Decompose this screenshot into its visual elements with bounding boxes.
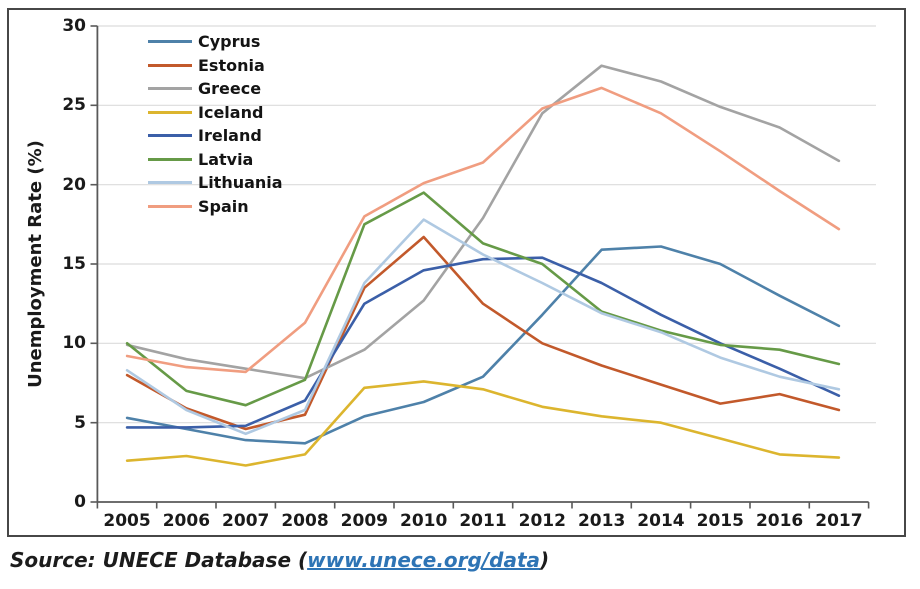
legend-label-lithuania: Lithuania: [198, 173, 283, 193]
source-text-prefix: Source: UNECE Database (: [10, 548, 308, 572]
legend-label-spain: Spain: [198, 196, 249, 216]
legend-item-estonia: Estonia: [148, 54, 283, 78]
legend-swatch-greece: [148, 87, 192, 91]
legend-item-ireland: Ireland: [148, 124, 283, 148]
x-tick-label-2008: 2008: [281, 511, 329, 531]
legend-item-iceland: Iceland: [148, 101, 283, 125]
legend-item-lithuania: Lithuania: [148, 171, 283, 195]
legend-swatch-iceland: [148, 110, 192, 114]
legend-swatch-cyprus: [148, 40, 192, 44]
legend-swatch-lithuania: [148, 181, 192, 185]
legend-swatch-latvia: [148, 157, 192, 161]
legend-item-cyprus: Cyprus: [148, 30, 283, 54]
x-tick-label-2012: 2012: [518, 511, 566, 531]
x-tick-label-2005: 2005: [103, 511, 151, 531]
y-tick-label-10: 10: [62, 333, 86, 354]
series-line-latvia: [125, 191, 841, 407]
y-tick-label-30: 30: [62, 16, 86, 36]
legend-label-estonia: Estonia: [198, 55, 265, 75]
legend-item-greece: Greece: [148, 77, 283, 101]
legend-label-latvia: Latvia: [198, 149, 254, 169]
legend-swatch-ireland: [148, 134, 192, 138]
series-line-cyprus: [125, 245, 841, 445]
series-line-greece: [125, 64, 841, 380]
series-line-spain: [125, 86, 841, 374]
legend-label-cyprus: Cyprus: [198, 32, 261, 52]
legend-swatch-estonia: [148, 63, 192, 67]
series-line-lithuania: [125, 218, 841, 436]
legend-label-greece: Greece: [198, 79, 262, 99]
x-tick-label-2015: 2015: [696, 511, 744, 531]
x-tick-label-2009: 2009: [340, 511, 388, 531]
y-tick-label-15: 15: [62, 254, 86, 274]
source-text-suffix: ): [540, 548, 550, 572]
series-line-ireland: [125, 256, 841, 429]
y-tick-label-5: 5: [74, 412, 86, 433]
x-tick-label-2010: 2010: [400, 511, 448, 531]
source-link[interactable]: www.unece.org/data: [307, 548, 541, 572]
y-tick-label-25: 25: [62, 95, 86, 116]
x-tick-label-2007: 2007: [222, 511, 270, 531]
legend-swatch-spain: [148, 204, 192, 208]
x-tick-label-2011: 2011: [459, 511, 507, 531]
legend-item-spain: Spain: [148, 195, 283, 219]
x-tick-label-2013: 2013: [577, 511, 626, 531]
series-line-iceland: [125, 380, 841, 467]
x-tick-label-2006: 2006: [162, 511, 211, 531]
x-tick-label-2017: 2017: [815, 511, 863, 531]
legend-item-latvia: Latvia: [148, 148, 283, 172]
y-tick-label-0: 0: [74, 492, 86, 512]
source-caption: Source: UNECE Database (www.unece.org/da…: [10, 548, 549, 572]
y-tick-label-20: 20: [62, 174, 86, 195]
legend-label-ireland: Ireland: [198, 126, 262, 146]
x-tick-label-2016: 2016: [755, 511, 804, 531]
chart-legend: Cyprus Estonia Greece Iceland Ireland Latvia L…: [148, 30, 283, 218]
x-tick-label-2014: 2014: [637, 511, 685, 531]
legend-label-iceland: Iceland: [198, 102, 264, 122]
series-line-estonia: [125, 235, 841, 431]
